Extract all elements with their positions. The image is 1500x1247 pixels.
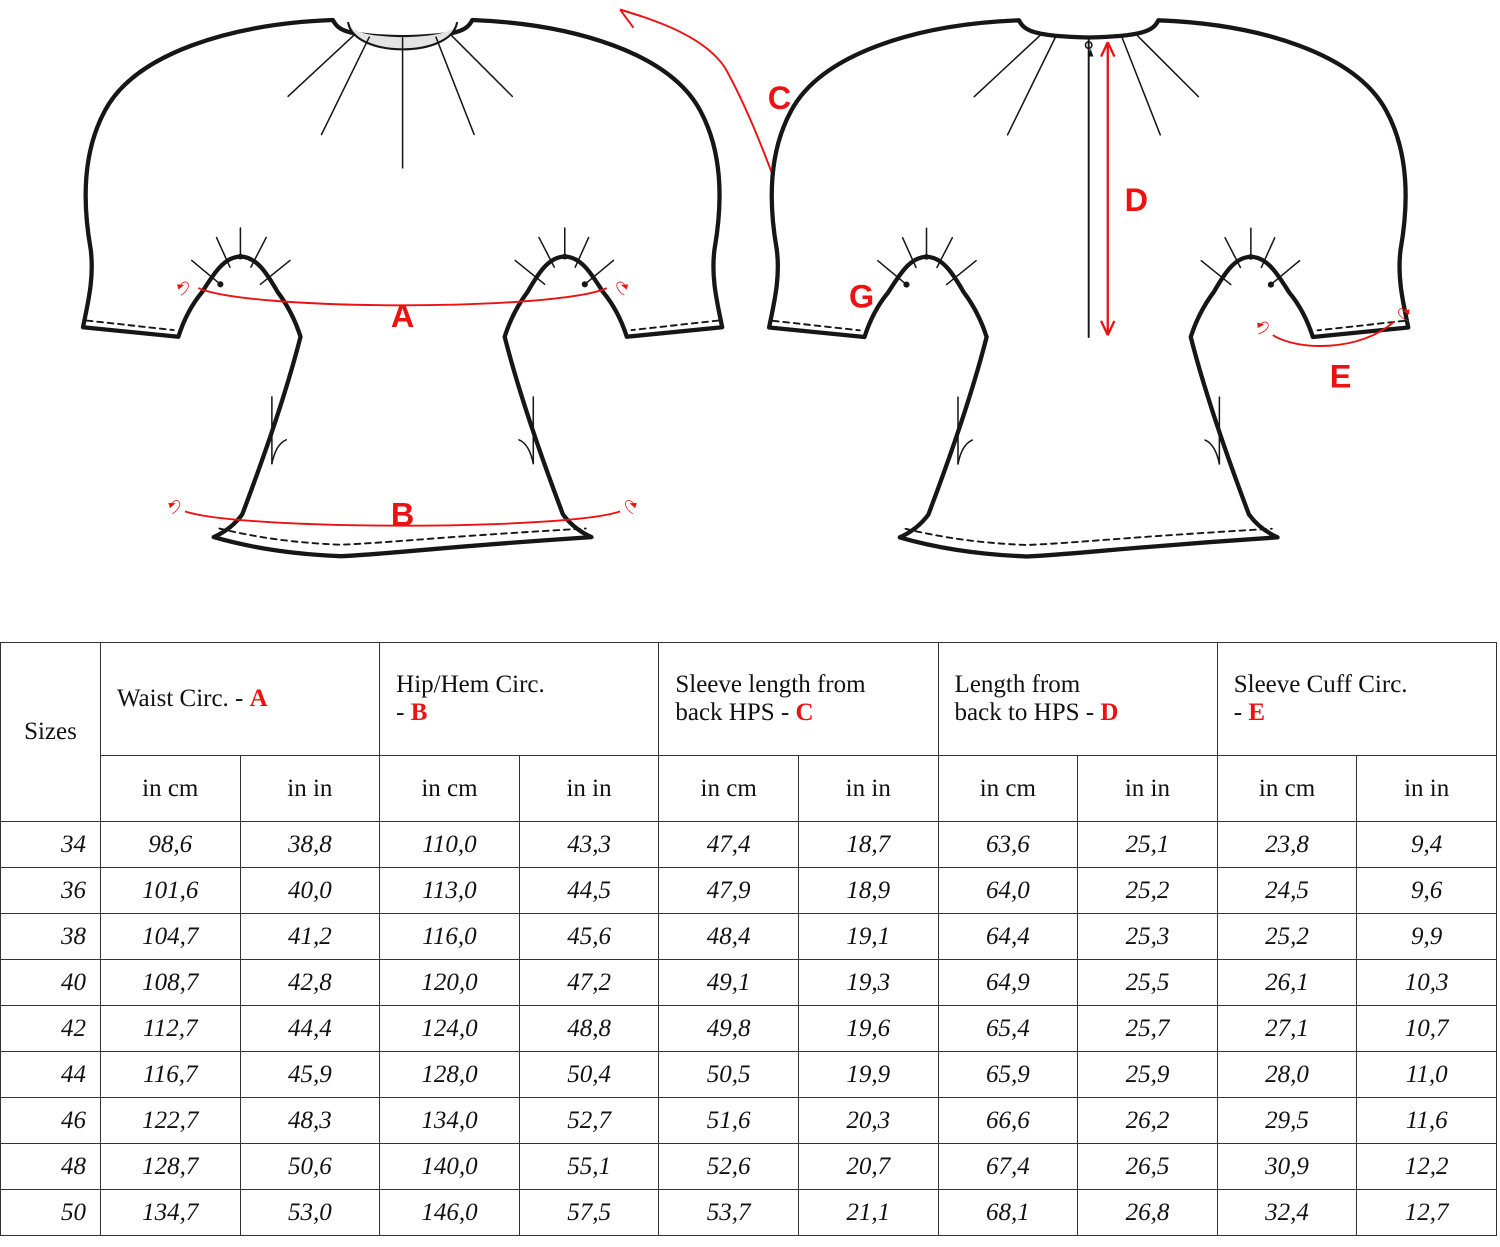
svg-text:D: D (1125, 182, 1148, 218)
svg-text:B: B (391, 497, 414, 533)
svg-text:G: G (849, 278, 874, 314)
svg-text:C: C (768, 80, 791, 116)
svg-text:A: A (391, 298, 414, 334)
svg-text:E: E (1330, 359, 1352, 395)
